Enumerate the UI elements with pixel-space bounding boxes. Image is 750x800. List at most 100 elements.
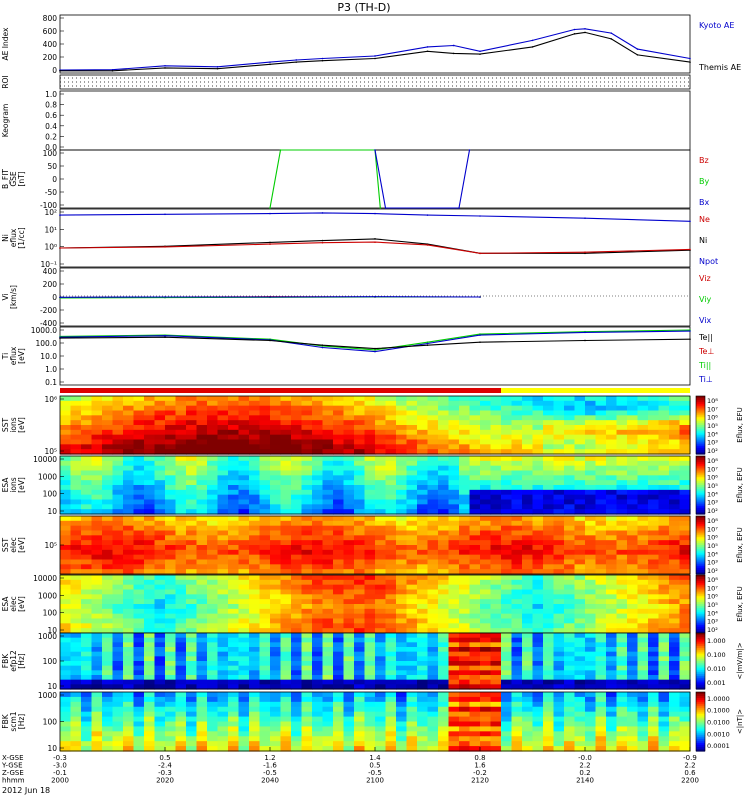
heatmap-cell — [616, 449, 628, 455]
heatmap-cell — [438, 741, 450, 747]
colorbar-cell — [696, 506, 705, 509]
heatmap-cell — [490, 530, 502, 536]
heatmap-cell — [438, 575, 450, 581]
heatmap-cell — [91, 594, 103, 600]
heatmap-cell — [165, 661, 177, 667]
heatmap-cell — [438, 623, 450, 629]
heatmap-cell — [490, 684, 502, 690]
heatmap-cell — [70, 400, 82, 407]
heatmap-cell — [595, 465, 607, 472]
colorbar-cell — [696, 486, 705, 490]
y-tick-label: 600 — [43, 27, 58, 36]
heatmap-cell — [679, 604, 691, 610]
heatmap-cell — [511, 701, 523, 708]
heatmap-cell — [490, 475, 502, 481]
heatmap-cell — [669, 642, 681, 648]
heatmap-cell — [333, 623, 345, 629]
heatmap-cell — [175, 599, 187, 605]
heatmap-cell — [627, 485, 639, 491]
heatmap-cell — [606, 444, 618, 450]
heatmap-cell — [396, 608, 408, 615]
heatmap-cell — [70, 623, 82, 629]
heatmap-cell — [133, 665, 145, 671]
heatmap-cell — [175, 726, 187, 732]
heatmap-cell — [102, 540, 114, 546]
heatmap-cell — [438, 470, 450, 476]
heatmap-cell — [459, 530, 471, 536]
heatmap-cell — [133, 628, 145, 634]
colorbar-cell — [696, 399, 705, 403]
heatmap-cell — [301, 489, 313, 496]
heatmap-cell — [669, 429, 681, 436]
heatmap-cell — [133, 661, 145, 667]
heatmap-cell — [396, 489, 408, 496]
heatmap-cell — [606, 684, 618, 690]
heatmap-cell — [595, 696, 607, 703]
heatmap-cell — [354, 420, 366, 426]
heatmap-cell — [196, 618, 208, 624]
heatmap-cell — [249, 396, 261, 402]
heatmap-cell — [343, 711, 355, 718]
heatmap-cell — [343, 608, 355, 615]
heatmap-cell — [354, 604, 366, 610]
x-tick-label: 2120 — [471, 777, 489, 785]
heatmap-cell — [165, 594, 177, 600]
heatmap-cell — [396, 535, 408, 541]
heatmap-cell — [637, 485, 649, 491]
x-tick-label: -0.0 — [578, 754, 592, 762]
heatmap-cell — [91, 494, 103, 501]
heatmap-cell — [585, 637, 597, 643]
heatmap-cell — [396, 540, 408, 546]
heatmap-cell — [564, 535, 576, 541]
heatmap-cell — [364, 429, 376, 436]
heatmap-cell — [574, 706, 586, 713]
heatmap-cell — [228, 405, 240, 412]
heatmap-cell — [564, 661, 576, 667]
heatmap-cell — [648, 545, 660, 551]
heatmap-cell — [207, 485, 219, 491]
heatmap-cell — [312, 494, 324, 501]
heatmap-cell — [543, 746, 555, 752]
heatmap-cell — [522, 696, 534, 703]
heatmap-cell — [616, 679, 628, 685]
heatmap-cell — [91, 579, 103, 586]
heatmap-cell — [480, 701, 492, 708]
heatmap-cell — [91, 706, 103, 713]
heatmap-cell — [480, 504, 492, 510]
data-point — [689, 220, 691, 223]
heatmap-cell — [259, 420, 271, 426]
heatmap-cell — [81, 746, 93, 752]
heatmap-cell — [679, 480, 691, 486]
heatmap-cell — [543, 444, 555, 450]
heatmap-cell — [312, 696, 324, 703]
heatmap-cell — [501, 509, 513, 515]
heatmap-cell — [385, 623, 397, 629]
data-point — [689, 248, 691, 251]
heatmap-cell — [616, 661, 628, 667]
heatmap-cell — [606, 425, 618, 431]
heatmap-cell — [196, 684, 208, 690]
heatmap-cell — [333, 545, 345, 551]
heatmap-cell — [543, 420, 555, 426]
heatmap-cell — [648, 589, 660, 595]
heatmap-cell — [511, 628, 523, 634]
heatmap-cell — [480, 400, 492, 407]
heatmap-cell — [270, 475, 282, 481]
y-tick-label: 100 — [43, 657, 58, 666]
heatmap-cell — [207, 642, 219, 648]
heatmap-cell — [669, 701, 681, 708]
heatmap-cell — [322, 679, 334, 685]
heatmap-cell — [417, 741, 429, 747]
heatmap-cell — [123, 444, 135, 450]
heatmap-cell — [343, 628, 355, 634]
heatmap-cell — [343, 540, 355, 546]
heatmap-cell — [396, 465, 408, 472]
heatmap-cell — [427, 599, 439, 605]
heatmap-cell — [228, 647, 240, 653]
heatmap-cell — [123, 554, 135, 561]
heatmap-cell — [270, 716, 282, 723]
heatmap-cell — [427, 525, 439, 532]
heatmap-cell — [301, 520, 313, 527]
heatmap-cell — [448, 594, 460, 600]
date-label: 2012 Jun 18 — [2, 786, 50, 795]
